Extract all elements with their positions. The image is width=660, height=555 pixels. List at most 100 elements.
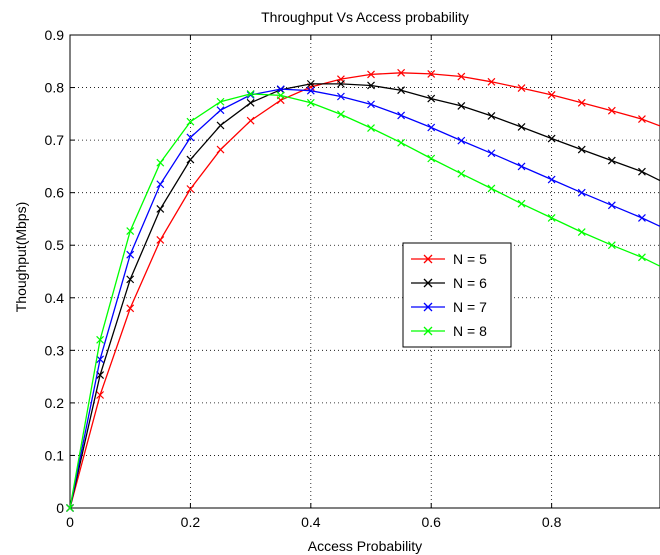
data-point-marker [547,213,556,222]
data-point-marker [216,145,225,154]
legend-item: N = 5 [411,251,487,267]
data-point-marker [96,355,105,364]
y-tick-label: 0 [56,500,64,516]
data-point-marker [216,121,225,130]
data-point-marker [427,69,436,78]
series-4 [66,89,660,512]
legend-label: N = 7 [453,299,487,315]
data-point-marker [336,79,345,88]
y-tick-label: 0.4 [45,290,65,306]
data-point-marker [246,89,255,98]
axis-ticks: 0 0.2 0.4 0.6 0.8 0 0.1 0.2 0.3 0.4 0.5 0.6 0.7 0.8 0.… [45,27,562,530]
data-point-marker [607,201,616,210]
data-point-marker [638,253,646,262]
data-point-marker [156,236,165,244]
data-point-marker [336,110,345,119]
data-point-marker [517,162,526,171]
x-tick-label: 0.2 [181,514,201,530]
plot-frame [69,34,660,509]
y-tick-label: 0.1 [45,447,65,463]
x-tick-label: 0 [66,514,74,530]
data-point-marker [126,304,135,313]
data-point-marker [577,228,586,237]
data-point-marker [156,205,165,213]
data-point-marker [126,275,135,284]
data-point-marker [246,98,255,107]
data-point-marker [427,123,436,132]
legend-marker [423,254,433,264]
legend: N = 5 N = 6 N = 7 N = 8 [402,242,512,348]
data-point-marker [96,391,105,399]
legend-marker [423,302,433,312]
data-point-marker [487,184,496,193]
legend-label: N = 8 [453,323,487,339]
legend-item: N = 6 [411,275,487,291]
y-tick-label: 0.8 [45,80,65,96]
data-point-marker [126,227,135,235]
data-point-marker [397,68,406,77]
data-point-marker [156,180,165,189]
data-point-marker [186,155,195,164]
data-point-marker [457,169,466,178]
data-point-marker [487,149,496,158]
data-point-marker [186,133,195,142]
data-point-marker [186,185,195,193]
x-tick-label: 0.8 [542,514,562,530]
x-axis-label: Access Probability [308,538,422,554]
data-point-marker [547,134,556,143]
data-point-marker [246,90,255,99]
data-point-marker [66,504,74,512]
data-point-marker [457,136,466,145]
data-point-marker [638,167,646,176]
data-point-marker [577,188,586,197]
legend-box [402,242,512,348]
x-tick-label: 0.4 [301,514,321,530]
data-point-marker [517,123,526,131]
y-tick-label: 0.9 [45,27,65,43]
data-point-marker [367,124,375,132]
data-point-marker [517,84,526,93]
data-point-marker [427,154,436,163]
y-tick-label: 0.3 [45,342,65,358]
legend-marker [423,326,433,336]
legend-item: N = 7 [411,299,487,315]
y-tick-label: 0.2 [45,395,65,411]
data-point-marker [367,70,375,79]
series-group [66,68,660,512]
data-point-marker [487,77,496,86]
data-point-marker [547,90,556,99]
data-point-marker [186,117,195,126]
data-point-marker [306,79,315,88]
legend-label: N = 5 [453,251,487,267]
y-tick-label: 0.7 [45,132,65,148]
legend-label: N = 6 [453,275,487,291]
data-point-marker [336,92,345,101]
data-point-marker [367,100,375,109]
data-point-marker [216,106,225,115]
series-2 [66,79,660,512]
data-point-marker [306,86,315,95]
data-point-marker [607,106,616,115]
data-point-marker [457,102,466,110]
y-axis-label: Thoughput(Mbps) [13,202,29,313]
y-tick-label: 0.5 [45,237,65,253]
data-point-marker [246,116,255,125]
data-point-marker [517,199,526,208]
data-point-marker [397,86,406,95]
data-point-marker [607,156,616,165]
legend-item: N = 8 [411,323,487,339]
chart-title: Throughput Vs Access probability [261,9,469,25]
data-point-marker [607,241,616,250]
series-3 [66,85,660,512]
data-point-marker [276,91,285,100]
data-point-marker [156,158,165,167]
data-point-marker [638,213,646,222]
data-point-marker [216,97,225,106]
data-point-marker [577,145,586,154]
data-point-marker [126,250,135,259]
data-point-marker [487,112,496,120]
data-point-marker [96,335,105,344]
data-point-marker [397,138,406,147]
data-point-marker [427,94,436,103]
